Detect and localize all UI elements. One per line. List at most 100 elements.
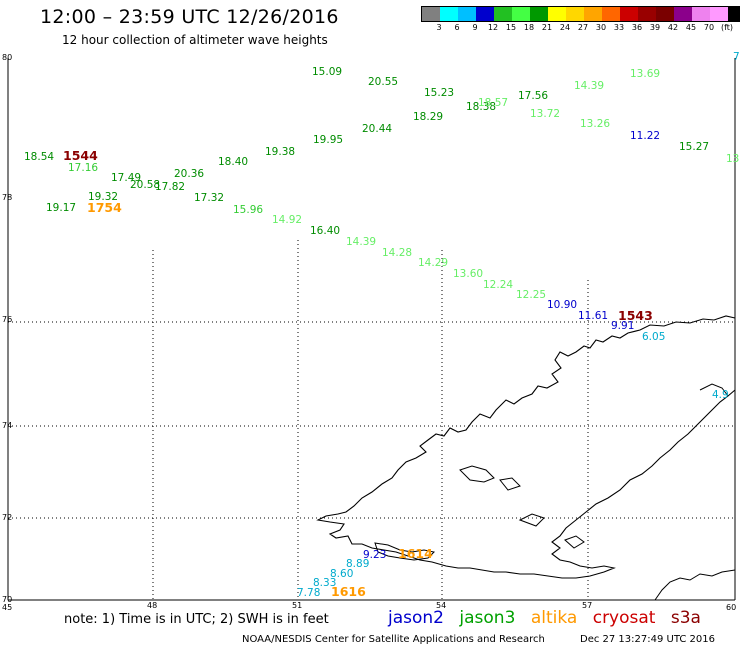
swh-reading: 8.33 xyxy=(313,577,336,589)
legend-s3a: s3a xyxy=(670,608,701,628)
swh-reading: 11.61 xyxy=(578,310,608,322)
color-swatch xyxy=(422,7,440,21)
color-swatch xyxy=(710,7,728,21)
swh-reading: 15.23 xyxy=(424,87,454,99)
swh-reading: 13.69 xyxy=(630,68,660,80)
lat-label-70: 70 xyxy=(2,595,12,604)
swh-reading: 17.82 xyxy=(155,181,185,193)
credit-line: NOAA/NESDIS Center for Satellite Applica… xyxy=(242,634,545,645)
swh-reading: 18.54 xyxy=(24,151,54,163)
swh-reading: 9.91 xyxy=(611,320,634,332)
swh-reading: 13.26 xyxy=(580,118,610,130)
color-scale-label: 39 xyxy=(649,23,661,32)
swh-reading: 14.92 xyxy=(272,214,302,226)
wave-height-readings: 15.09 20.55 15.23 18.38 18.57 17.56 14.3… xyxy=(24,51,740,599)
legend-altika: altika xyxy=(530,608,578,628)
color-swatch xyxy=(476,7,494,21)
swh-reading: 11.22 xyxy=(630,130,660,142)
color-scale-labels: 3 6 9 12 15 18 21 24 27 30 33 36 39 42 45 70 (ft) xyxy=(421,23,734,35)
legend-cryosat: cryosat xyxy=(592,608,656,628)
lat-label-72: 72 xyxy=(2,513,12,522)
lat-label-78: 78 xyxy=(2,193,12,202)
swh-reading: 15.27 xyxy=(679,141,709,153)
swh-reading: 18.57 xyxy=(478,97,508,109)
pass-time-label: 1544 xyxy=(63,148,98,163)
swh-reading: 8.60 xyxy=(330,568,353,580)
pass-times: 1544 1754 1543 1616 1614 xyxy=(63,148,653,599)
lon-label-45: 45 xyxy=(2,603,12,612)
swh-reading: 20.58 xyxy=(130,179,160,191)
swh-reading: 14.39 xyxy=(346,236,376,248)
coastline-islands xyxy=(459,383,729,549)
lat-label-74: 74 xyxy=(2,421,12,430)
footnote: note: 1) Time is in UTC; 2) SWH is in fe… xyxy=(64,612,329,627)
color-swatch xyxy=(548,7,566,21)
swh-reading: 4.9 xyxy=(712,389,729,401)
swh-reading: 20.44 xyxy=(362,123,392,135)
lon-label-57: 57 xyxy=(582,601,592,610)
generated-timestamp: Dec 27 13:27:49 UTC 2016 xyxy=(580,634,715,645)
lon-label-54: 54 xyxy=(436,601,446,610)
swh-reading: 15.09 xyxy=(312,66,342,78)
color-scale-label: 15 xyxy=(505,23,517,32)
color-scale-label: 9 xyxy=(472,23,478,32)
swh-reading: 17.49 xyxy=(111,172,141,184)
swh-reading: 14.39 xyxy=(574,80,604,92)
pass-time-label: 1614 xyxy=(398,546,433,561)
color-scale-label: 18 xyxy=(523,23,535,32)
color-swatch xyxy=(512,7,530,21)
color-swatch xyxy=(458,7,476,21)
pass-time-label: 1754 xyxy=(87,200,122,215)
swh-reading: 8.89 xyxy=(346,558,369,570)
pass-time-label: 1543 xyxy=(618,308,653,323)
swh-reading: 13.60 xyxy=(453,268,483,280)
swh-reading: 14.29 xyxy=(418,257,448,269)
swh-reading: 19.95 xyxy=(313,134,343,146)
swh-reading: 19.38 xyxy=(265,146,295,158)
pass-time-label: 1616 xyxy=(331,584,366,599)
color-swatch xyxy=(620,7,638,21)
mainland-coast xyxy=(654,569,736,601)
color-scale-label: 36 xyxy=(631,23,643,32)
swh-reading: 18.38 xyxy=(466,101,496,113)
color-scale-label: 12 xyxy=(487,23,499,32)
color-scale-bar xyxy=(421,6,740,22)
graticule xyxy=(8,240,735,600)
swh-reading: 19.17 xyxy=(46,202,76,214)
color-scale-label: 42 xyxy=(667,23,679,32)
color-scale-label: 70 xyxy=(703,23,715,32)
page-subtitle: 12 hour collection of altimeter wave hei… xyxy=(62,33,328,47)
color-swatch xyxy=(566,7,584,21)
legend-jason2: jason2 xyxy=(388,608,444,628)
coastline-novaya-zemlya xyxy=(316,315,736,579)
page-title: 12:00 – 23:59 UTC 12/26/2016 xyxy=(40,6,339,28)
color-swatch xyxy=(674,7,692,21)
color-swatch xyxy=(728,7,740,21)
swh-reading: 13 xyxy=(726,153,739,165)
swh-reading: 7 xyxy=(733,51,740,63)
swh-reading: 18.29 xyxy=(413,111,443,123)
swh-reading: 12.24 xyxy=(483,279,513,291)
color-swatch xyxy=(440,7,458,21)
swh-reading: 9.23 xyxy=(363,549,386,561)
color-swatch xyxy=(494,7,512,21)
color-scale-label: (ft) xyxy=(720,23,734,32)
swh-reading: 12.25 xyxy=(516,289,546,301)
swh-reading: 15.96 xyxy=(233,204,263,216)
color-swatch xyxy=(638,7,656,21)
swh-reading: 6.05 xyxy=(642,331,665,343)
swh-reading: 20.55 xyxy=(368,76,398,88)
swh-reading: 20.36 xyxy=(174,168,204,180)
swh-reading: 16.40 xyxy=(310,225,340,237)
color-swatch xyxy=(602,7,620,21)
lon-label-60: 60 xyxy=(726,603,736,612)
color-scale-label: 27 xyxy=(577,23,589,32)
legend-jason3: jason3 xyxy=(459,608,516,628)
axis-labels: 45 48 51 54 57 60 80 78 76 74 72 70 xyxy=(2,53,736,612)
color-scale-label: 33 xyxy=(613,23,625,32)
swh-reading: 17.56 xyxy=(518,90,548,102)
swh-reading: 7.78 xyxy=(297,587,320,599)
lat-label-80: 80 xyxy=(2,53,12,62)
swh-reading: 14.28 xyxy=(382,247,412,259)
color-scale-label: 21 xyxy=(541,23,553,32)
